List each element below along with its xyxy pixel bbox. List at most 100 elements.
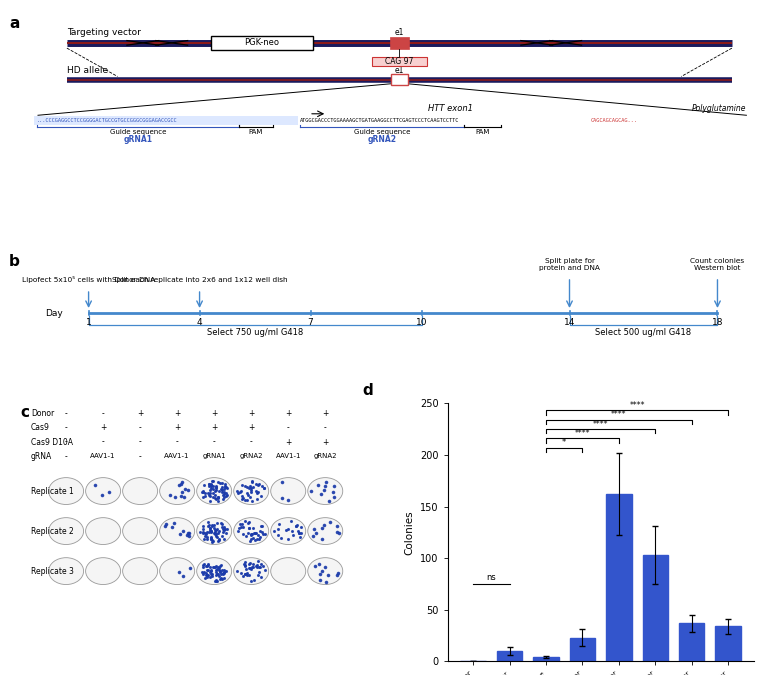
- Text: Split plate for
protein and DNA: Split plate for protein and DNA: [539, 258, 600, 271]
- Point: [207, 484, 219, 495]
- Point: [238, 559, 251, 570]
- Point: [201, 559, 214, 570]
- Point: [279, 524, 291, 535]
- Point: [315, 522, 328, 533]
- Point: [208, 523, 220, 534]
- Point: [209, 493, 221, 504]
- Point: [211, 491, 224, 502]
- Text: ****: ****: [629, 401, 645, 410]
- Point: [197, 527, 209, 538]
- Point: [164, 490, 176, 501]
- Point: [331, 521, 343, 532]
- Point: [198, 479, 211, 490]
- Point: [331, 570, 343, 581]
- Point: [232, 488, 245, 499]
- Point: [176, 487, 188, 497]
- Text: -: -: [65, 437, 68, 446]
- Point: [197, 520, 209, 531]
- Point: [214, 561, 226, 572]
- Point: [196, 566, 208, 577]
- Text: Day: Day: [45, 308, 63, 318]
- Point: [320, 477, 332, 487]
- Text: AAV1-1: AAV1-1: [91, 453, 116, 459]
- Point: [253, 561, 265, 572]
- Point: [210, 575, 222, 586]
- Bar: [570, 638, 595, 662]
- Text: ...CCCGAGGCCTCCGGGGACTGCCGTGCCGGGCGGGAGACCGCC: ...CCCGAGGCCTCCGGGGACTGCCGTGCCGGGCGGGAGA…: [37, 118, 177, 123]
- Point: [245, 529, 258, 540]
- Point: [251, 534, 263, 545]
- Point: [198, 567, 210, 578]
- Bar: [643, 555, 668, 662]
- Point: [247, 522, 259, 533]
- Point: [209, 561, 221, 572]
- Point: [246, 496, 258, 507]
- Point: [276, 492, 288, 503]
- Text: -: -: [176, 437, 178, 446]
- Point: [243, 559, 255, 570]
- Point: [248, 528, 261, 539]
- Point: [241, 494, 253, 505]
- Circle shape: [308, 478, 343, 504]
- Point: [239, 564, 251, 574]
- Point: [239, 516, 251, 526]
- Point: [239, 531, 251, 541]
- Point: [323, 496, 335, 507]
- Point: [235, 490, 248, 501]
- Point: [237, 493, 249, 504]
- Point: [253, 566, 265, 577]
- Point: [217, 526, 229, 537]
- Point: [184, 563, 196, 574]
- Text: +: +: [211, 423, 218, 432]
- Circle shape: [234, 518, 268, 545]
- Point: [253, 479, 265, 489]
- Point: [210, 561, 222, 572]
- Point: [210, 570, 222, 580]
- Text: -: -: [65, 452, 68, 461]
- Point: [206, 520, 218, 531]
- Point: [231, 486, 244, 497]
- Text: ****: ****: [611, 410, 627, 419]
- Text: Donor: Donor: [31, 409, 54, 418]
- Point: [328, 481, 341, 492]
- Point: [290, 520, 302, 531]
- Point: [177, 571, 189, 582]
- Point: [241, 481, 254, 492]
- Point: [221, 488, 233, 499]
- Point: [206, 519, 218, 530]
- Point: [216, 574, 228, 585]
- Point: [235, 518, 248, 529]
- Point: [241, 489, 254, 500]
- Text: +: +: [211, 409, 218, 418]
- Point: [243, 523, 255, 534]
- Point: [198, 533, 211, 544]
- Text: -: -: [65, 409, 68, 418]
- Circle shape: [48, 478, 84, 504]
- Circle shape: [308, 558, 343, 585]
- Point: [176, 477, 188, 487]
- Text: +: +: [137, 409, 143, 418]
- Bar: [372, 57, 427, 66]
- Point: [173, 479, 185, 490]
- Point: [254, 525, 266, 536]
- Point: [293, 531, 305, 542]
- Point: [204, 572, 216, 583]
- Point: [217, 568, 229, 579]
- Point: [197, 560, 209, 570]
- Point: [197, 491, 209, 502]
- Point: [205, 490, 217, 501]
- Point: [214, 566, 226, 576]
- Point: [208, 576, 221, 587]
- Point: [206, 570, 218, 581]
- Point: [305, 486, 318, 497]
- Point: [182, 531, 195, 541]
- Point: [218, 566, 231, 577]
- Point: [291, 525, 304, 536]
- Point: [197, 562, 209, 573]
- Point: [218, 521, 230, 532]
- Point: [308, 524, 320, 535]
- Point: [175, 491, 187, 502]
- Point: [312, 480, 325, 491]
- Text: +: +: [322, 409, 328, 418]
- Point: [243, 483, 255, 493]
